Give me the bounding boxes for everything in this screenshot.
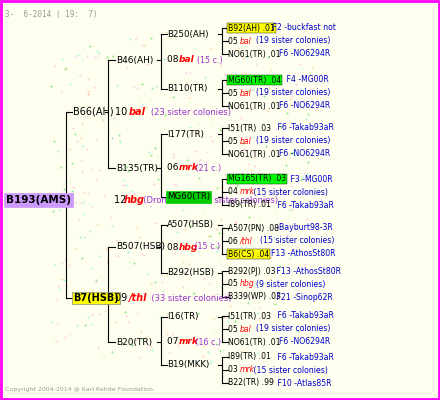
Text: mrk: mrk (239, 188, 255, 196)
Text: F6 -NO6294R: F6 -NO6294R (274, 150, 330, 158)
Text: (19 sister colonies): (19 sister colonies) (251, 88, 330, 98)
Text: F2 -buckfast not: F2 -buckfast not (270, 24, 336, 32)
Text: 10: 10 (115, 107, 130, 117)
Text: 05: 05 (228, 324, 240, 334)
Text: (15 sister colonies): (15 sister colonies) (251, 188, 328, 196)
Text: F3 -MG00R: F3 -MG00R (278, 174, 333, 184)
Text: F4 -MG00R: F4 -MG00R (274, 76, 329, 84)
Text: NO61(TR) .01: NO61(TR) .01 (228, 150, 281, 158)
Text: F13 -AthosSt80R: F13 -AthosSt80R (267, 250, 336, 258)
Text: B292(HSB): B292(HSB) (167, 268, 214, 278)
Text: 3-  6-2014 ( 19:  7): 3- 6-2014 ( 19: 7) (5, 10, 98, 19)
Text: B135(TR): B135(TR) (116, 164, 158, 172)
Text: bal: bal (239, 136, 251, 146)
Text: 09: 09 (115, 293, 130, 303)
Text: NO61(TR) .01: NO61(TR) .01 (228, 102, 281, 110)
Text: bal: bal (239, 36, 251, 46)
Text: F13 -AthosSt80R: F13 -AthosSt80R (274, 266, 341, 276)
Text: (15 sister colonies): (15 sister colonies) (255, 236, 334, 246)
Text: I51(TR) .03: I51(TR) .03 (228, 312, 271, 320)
Text: (9 sister colonies): (9 sister colonies) (251, 280, 326, 288)
Text: B339(WP) .03: B339(WP) .03 (228, 292, 281, 302)
Text: B292(PJ) .03: B292(PJ) .03 (228, 266, 275, 276)
Text: (19 sister colonies): (19 sister colonies) (251, 324, 330, 334)
Text: F6 -NO6294R: F6 -NO6294R (274, 338, 330, 346)
Text: (19 sister colonies): (19 sister colonies) (251, 36, 330, 46)
Text: F6 -NO6294R: F6 -NO6294R (274, 50, 330, 58)
Text: bal: bal (239, 324, 251, 334)
Text: /thl: /thl (129, 293, 147, 303)
Text: F6 -Takab93aR: F6 -Takab93aR (270, 312, 334, 320)
Text: 05: 05 (228, 88, 240, 98)
Text: 07: 07 (167, 338, 181, 346)
Text: B19(MKK): B19(MKK) (167, 360, 209, 370)
Text: B193(AMS): B193(AMS) (6, 195, 71, 205)
Text: 12: 12 (114, 195, 129, 205)
Text: B7(HSB): B7(HSB) (73, 293, 119, 303)
Text: (15 c.): (15 c.) (192, 56, 223, 64)
Text: F6 -Takab93aR: F6 -Takab93aR (270, 352, 334, 362)
Text: I51(TR) .03: I51(TR) .03 (228, 124, 271, 132)
Text: 06: 06 (228, 236, 240, 246)
Text: A507(HSB): A507(HSB) (167, 220, 214, 230)
Text: B22(TR) .99: B22(TR) .99 (228, 378, 274, 388)
Text: B507(HSB): B507(HSB) (116, 242, 165, 252)
Text: 05: 05 (228, 136, 240, 146)
Text: hbg: hbg (124, 195, 145, 205)
Text: B110(TR): B110(TR) (167, 84, 207, 94)
Text: (Drones from 20 sister colonies): (Drones from 20 sister colonies) (138, 196, 278, 204)
Text: 03: 03 (228, 366, 240, 374)
Text: MG60(TR) .04: MG60(TR) .04 (228, 76, 281, 84)
Text: mrk: mrk (179, 338, 199, 346)
Text: F21 -Sinop62R: F21 -Sinop62R (274, 292, 333, 302)
Text: MG60(TR): MG60(TR) (167, 192, 210, 202)
Text: 06: 06 (167, 164, 181, 172)
Text: I16(TR): I16(TR) (167, 312, 198, 322)
Text: I89(TR) .01: I89(TR) .01 (228, 200, 271, 210)
Text: (33 sister colonies): (33 sister colonies) (146, 294, 231, 302)
Text: F6 -Takab93aR: F6 -Takab93aR (270, 200, 334, 210)
Text: F6 -Takab93aR: F6 -Takab93aR (270, 124, 334, 132)
Text: (16 c.): (16 c.) (193, 338, 221, 346)
Text: mrk: mrk (179, 164, 199, 172)
Text: (23 sister colonies): (23 sister colonies) (143, 108, 231, 116)
Text: B92(AH) .01: B92(AH) .01 (228, 24, 275, 32)
Text: I177(TR): I177(TR) (167, 130, 204, 138)
Text: 05: 05 (228, 280, 240, 288)
Text: I89(TR) .01: I89(TR) .01 (228, 352, 271, 362)
Text: mrk: mrk (239, 366, 255, 374)
Text: (15 c.): (15 c.) (192, 242, 220, 252)
Text: B6(CS) .04: B6(CS) .04 (228, 250, 269, 258)
Text: (21 c.): (21 c.) (193, 164, 221, 172)
Text: Copyright 2004-2014 @ Karl Kehde Foundation.: Copyright 2004-2014 @ Karl Kehde Foundat… (5, 387, 155, 392)
Text: B46(AH): B46(AH) (116, 56, 154, 64)
Text: 04: 04 (228, 188, 240, 196)
Text: F6 -NO6294R: F6 -NO6294R (274, 102, 330, 110)
Text: A507(PN) .08: A507(PN) .08 (228, 224, 279, 232)
Text: (19 sister colonies): (19 sister colonies) (251, 136, 330, 146)
Text: MG165(TR) .03: MG165(TR) .03 (228, 174, 286, 184)
Text: F10 -Atlas85R: F10 -Atlas85R (270, 378, 332, 388)
Text: B66(AH): B66(AH) (73, 107, 114, 117)
Text: B250(AH): B250(AH) (167, 30, 209, 38)
Text: NO61(TR) .01: NO61(TR) .01 (228, 338, 281, 346)
Text: hbg: hbg (239, 280, 254, 288)
Text: NO61(TR) .01: NO61(TR) .01 (228, 50, 281, 58)
Text: hbg: hbg (179, 242, 198, 252)
Text: 08: 08 (167, 56, 181, 64)
Text: 05: 05 (228, 36, 240, 46)
Text: /thl: /thl (239, 236, 252, 246)
Text: 08: 08 (167, 242, 181, 252)
Text: -Bayburt98-3R: -Bayburt98-3R (274, 224, 333, 232)
Text: bal: bal (179, 56, 195, 64)
Text: bal: bal (129, 107, 146, 117)
Text: bal: bal (239, 88, 251, 98)
Text: (15 sister colonies): (15 sister colonies) (251, 366, 328, 374)
Text: B20(TR): B20(TR) (116, 338, 152, 346)
